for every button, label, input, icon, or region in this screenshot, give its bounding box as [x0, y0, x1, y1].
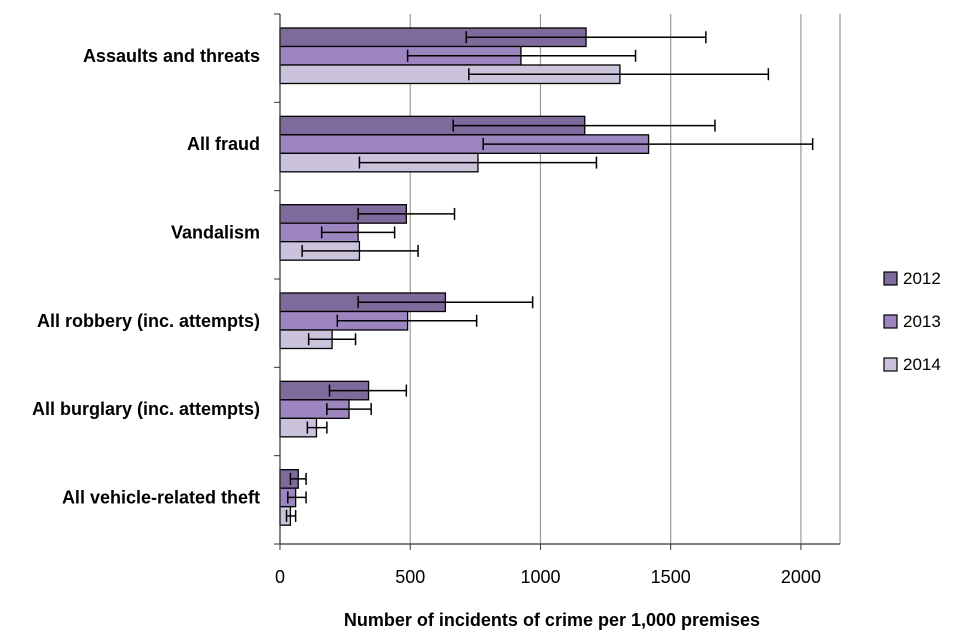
category-label: All fraud — [187, 134, 260, 154]
x-tick-label: 2000 — [781, 567, 821, 587]
category-label: Assaults and threats — [83, 46, 260, 66]
category-label: Vandalism — [171, 222, 260, 242]
legend-label-2013: 2013 — [903, 312, 941, 331]
legend-swatch-2013 — [883, 314, 898, 329]
x-tick-label: 1500 — [651, 567, 691, 587]
category-label: All vehicle-related theft — [62, 487, 260, 507]
x-axis-title: Number of incidents of crime per 1,000 p… — [344, 610, 760, 630]
legend-label-2012: 2012 — [903, 269, 941, 288]
x-tick-label: 0 — [275, 567, 285, 587]
error-bars — [285, 31, 814, 522]
legend: 2012 2013 2014 — [883, 269, 941, 374]
legend-swatch-2012 — [883, 271, 898, 286]
x-tick-label: 500 — [395, 567, 425, 587]
legend-label-2014: 2014 — [903, 355, 941, 374]
bars — [279, 27, 650, 526]
x-tick-label: 1000 — [520, 567, 560, 587]
category-label: All burglary (inc. attempts) — [32, 399, 260, 419]
category-label: All robbery (inc. attempts) — [37, 311, 260, 331]
gridlines — [409, 14, 802, 544]
legend-swatch-2014 — [883, 357, 898, 372]
axes — [274, 13, 841, 550]
x-tick-labels: 0 500 1000 1500 2000 — [275, 567, 821, 587]
category-labels: Assaults and threats All fraud Vandalism Al… — [32, 46, 260, 508]
